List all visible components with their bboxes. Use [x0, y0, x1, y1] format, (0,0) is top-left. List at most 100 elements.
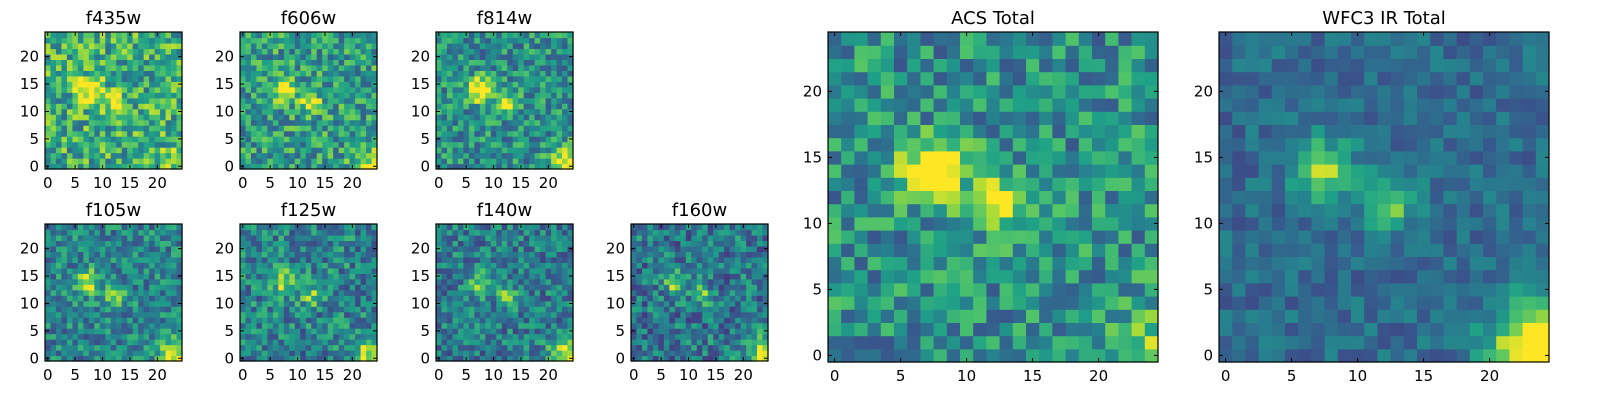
heatmap-cell — [45, 251, 52, 258]
heatmap-cell — [371, 103, 378, 110]
heatmap-cell — [485, 339, 492, 346]
heatmap-cell — [540, 245, 547, 252]
heatmap-cell — [545, 108, 552, 115]
heatmap-cell — [61, 64, 68, 71]
heatmap-cell — [854, 190, 869, 205]
heatmap-cell — [551, 306, 558, 313]
heatmap-cell — [55, 163, 63, 170]
heatmap-cell — [641, 328, 649, 335]
heatmap-cell — [121, 311, 128, 318]
heatmap-cell — [171, 322, 178, 329]
heatmap-cell — [127, 86, 134, 93]
heatmap-cell — [1092, 243, 1106, 257]
heatmap-cell — [149, 86, 156, 93]
heatmap-cell — [316, 350, 323, 357]
heatmap-cell — [289, 322, 296, 329]
heatmap-cell — [551, 311, 558, 318]
heatmap-cell — [702, 322, 709, 329]
heatmap-cell — [240, 240, 247, 247]
heatmap-cell — [110, 141, 117, 148]
heatmap-cell — [294, 147, 301, 154]
heatmap-cell — [652, 262, 659, 269]
heatmap-cell — [250, 86, 258, 93]
heatmap-cell — [669, 224, 676, 231]
heatmap-cell — [72, 108, 79, 115]
heatmap-cell — [468, 75, 475, 82]
heatmap-cell — [757, 322, 764, 329]
heatmap-cell — [674, 229, 681, 236]
heatmap-cell — [567, 130, 574, 137]
heatmap-cell — [245, 130, 252, 137]
heatmap-cell — [457, 70, 464, 77]
heatmap-cell — [278, 229, 285, 236]
heatmap-cell — [171, 114, 178, 121]
heatmap-cell — [641, 251, 649, 258]
heatmap-cell — [305, 273, 312, 280]
heatmap-cell — [256, 163, 263, 170]
heatmap-cell — [512, 267, 519, 274]
heatmap-cell — [479, 97, 486, 104]
heatmap-cell — [83, 114, 90, 121]
heatmap-cell — [452, 114, 459, 121]
heatmap-cell — [94, 53, 101, 60]
heatmap-cell — [72, 273, 79, 280]
heatmap-cell — [283, 92, 290, 99]
heatmap-cell — [154, 229, 161, 236]
heatmap-cell — [283, 147, 290, 154]
heatmap-cell — [751, 295, 758, 302]
heatmap-cell — [305, 108, 312, 115]
heatmap-cell — [534, 300, 541, 307]
heatmap-cell — [534, 92, 541, 99]
heatmap-cell — [631, 289, 638, 296]
heatmap-cell — [143, 32, 150, 39]
heatmap-cell — [696, 322, 703, 329]
x-tick-label: 15 — [120, 366, 139, 384]
heatmap-cell — [485, 311, 492, 318]
heatmap-cell — [165, 125, 172, 132]
heatmap-cell — [702, 317, 709, 324]
heatmap-cell — [946, 243, 961, 257]
heatmap-cell — [171, 289, 178, 296]
heatmap-cell — [545, 328, 552, 335]
heatmap-cell — [127, 64, 134, 71]
heatmap-cell — [534, 152, 541, 159]
heatmap-cell — [99, 240, 106, 247]
heatmap-cell — [468, 339, 475, 346]
heatmap-cell — [132, 273, 139, 280]
heatmap-cell — [713, 311, 720, 318]
heatmap-cell — [757, 311, 764, 318]
heatmap-cell — [327, 86, 334, 93]
heatmap-cell — [245, 229, 252, 236]
heatmap-cell — [94, 256, 101, 263]
heatmap-cell — [1012, 190, 1027, 205]
heatmap-cell — [696, 328, 703, 335]
heatmap-cell — [545, 306, 552, 313]
heatmap-cell — [496, 103, 503, 110]
heatmap-cell — [647, 350, 654, 357]
heatmap-cell — [680, 300, 687, 307]
heatmap-cell — [300, 42, 307, 50]
heatmap-cell — [99, 278, 106, 285]
heatmap-cell — [512, 108, 519, 115]
heatmap-cell — [83, 245, 90, 252]
heatmap-cell — [479, 81, 486, 88]
heatmap-cell — [540, 48, 547, 55]
heatmap-cell — [66, 141, 73, 148]
heatmap-cell — [663, 240, 670, 247]
heatmap-cell — [545, 300, 552, 307]
heatmap-cell — [261, 108, 268, 115]
heatmap-cell — [1039, 348, 1053, 363]
heatmap-cell — [707, 339, 714, 346]
heatmap-cell — [841, 177, 855, 191]
heatmap-cell — [176, 32, 183, 39]
heatmap-cell — [176, 64, 183, 71]
heatmap-cell — [327, 147, 334, 154]
heatmap-cell — [45, 229, 52, 236]
heatmap-cell — [289, 158, 296, 165]
heatmap-cell — [562, 81, 569, 88]
heatmap-cell — [138, 48, 145, 55]
heatmap-cell — [512, 42, 519, 50]
heatmap-cell — [463, 344, 470, 351]
heatmap-cell — [894, 230, 908, 244]
heatmap-cell — [94, 333, 101, 340]
